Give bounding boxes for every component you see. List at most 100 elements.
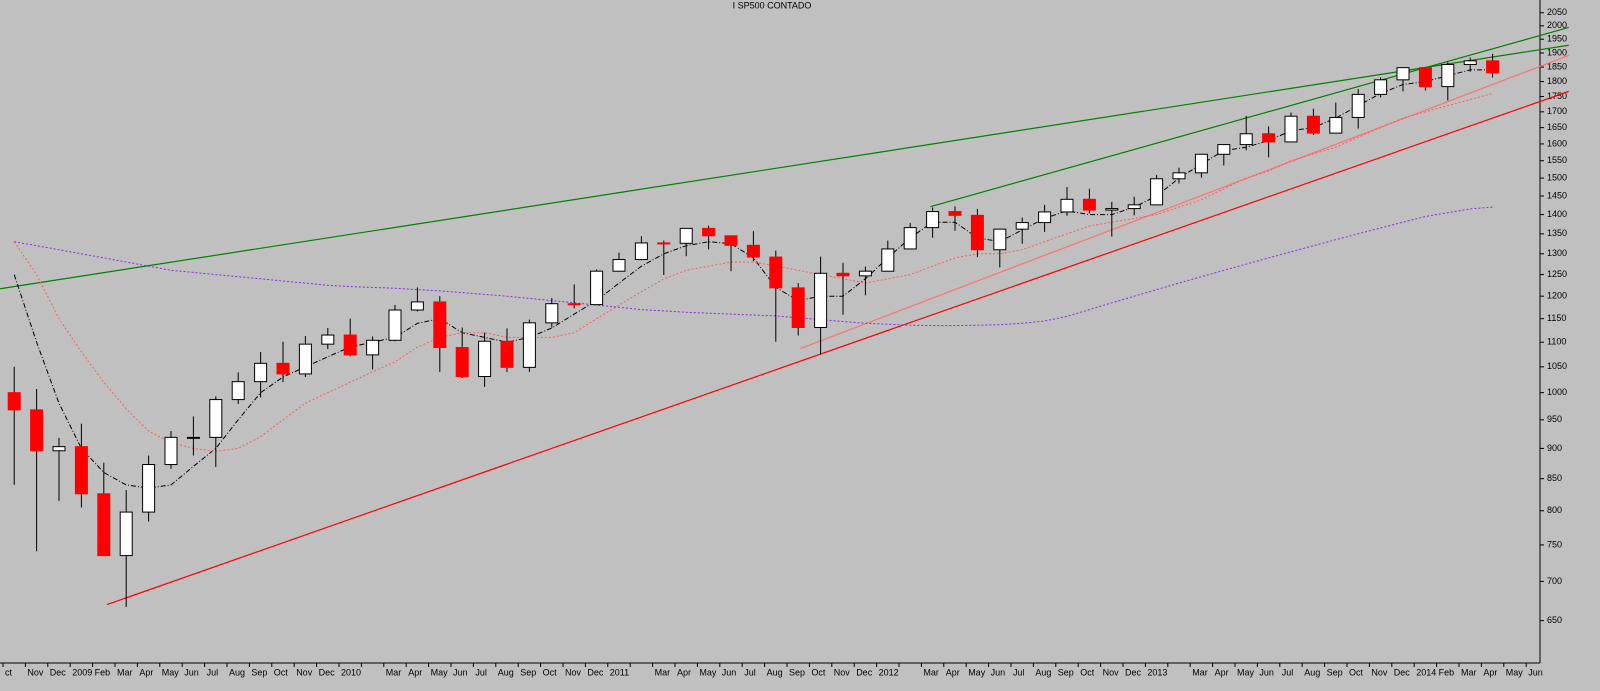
candle-body [164, 436, 178, 466]
y-tick-label: 1900 [1547, 47, 1567, 57]
candle-body [52, 446, 66, 452]
x-tick-label: Mar [1192, 667, 1208, 677]
candle-body [500, 340, 514, 368]
trendline [0, 44, 1569, 290]
x-tick-label: Jun [453, 667, 468, 677]
x-tick-label: Aug [1035, 667, 1051, 677]
y-tick-label: 750 [1547, 539, 1562, 549]
x-tick-label: Apr [1483, 667, 1497, 677]
y-tick-label: 1650 [1547, 122, 1567, 132]
candle-body [679, 227, 693, 244]
x-tick-label: Nov [565, 667, 582, 677]
y-tick-label: 1850 [1547, 61, 1567, 71]
candle-body [903, 227, 917, 250]
candle-body [142, 464, 156, 513]
candle-body [30, 409, 44, 452]
candle-body [1150, 178, 1164, 206]
y-tick-label: 1300 [1547, 248, 1567, 258]
x-tick-label: May [968, 667, 986, 677]
y-tick-label: 1950 [1547, 34, 1567, 44]
candle-body [1194, 153, 1208, 174]
candle-body [948, 211, 962, 216]
x-tick-label: Apr [408, 667, 422, 677]
chart-title: I SP500 CONTADO [733, 0, 812, 10]
x-tick-label: May [699, 667, 717, 677]
candle-body [1217, 144, 1231, 155]
y-tick-label: 1450 [1547, 190, 1567, 200]
trendline [106, 90, 1569, 606]
candle-body [634, 242, 648, 261]
candle-body [343, 334, 357, 356]
x-tick-label: Jun [991, 667, 1006, 677]
candle-body [791, 287, 805, 329]
trendline [930, 26, 1569, 208]
x-tick-label: Sep [1327, 667, 1343, 677]
x-tick-label: 2010 [341, 667, 361, 677]
x-tick-label: Apr [1215, 667, 1229, 677]
moving-average [13, 69, 1493, 489]
candle-body [97, 493, 111, 557]
candle-body [1038, 211, 1052, 224]
x-tick-label: Nov [296, 667, 313, 677]
candle-body [1060, 198, 1074, 213]
x-tick-label: Nov [834, 667, 851, 677]
candle-body [74, 446, 88, 495]
x-tick-label: ct [5, 667, 13, 677]
candle-body [1329, 116, 1343, 134]
x-tick-label: May [431, 667, 449, 677]
candle-body [433, 301, 447, 349]
candle-body [366, 339, 380, 356]
x-tick-label: 2011 [610, 667, 629, 677]
y-tick-label: 1350 [1547, 228, 1567, 238]
candle-body [186, 436, 200, 439]
x-tick-label: Jul [1013, 667, 1025, 677]
candle-body [1105, 208, 1119, 211]
candle-body [298, 343, 312, 375]
y-tick-label: 1100 [1547, 337, 1566, 347]
y-tick-label: 1150 [1547, 313, 1566, 323]
candle-body [388, 309, 402, 341]
x-tick-label: Sep [251, 667, 267, 677]
y-tick-label: 1500 [1547, 172, 1567, 182]
y-tick-label: 1250 [1547, 269, 1567, 279]
candle-body [881, 248, 895, 272]
y-tick-label: 1700 [1547, 106, 1567, 116]
x-tick-label: 2009 [72, 667, 92, 677]
y-tick-label: 850 [1547, 473, 1562, 483]
y-tick-label: 1550 [1547, 155, 1567, 165]
x-tick-label: Mar [923, 667, 939, 677]
candle-body [1015, 222, 1029, 230]
y-tick-label: 1600 [1547, 138, 1567, 148]
y-tick-label: 900 [1547, 443, 1562, 453]
candle-body [567, 303, 581, 306]
candle-body [926, 211, 940, 229]
candle-body [970, 214, 984, 251]
x-tick-label: Oct [811, 667, 826, 677]
x-tick-label: May [1506, 667, 1524, 677]
y-tick-label: 2050 [1547, 7, 1567, 17]
x-tick-label: Aug [498, 667, 514, 677]
x-tick-label: Mar [1461, 667, 1477, 677]
candle-body [1418, 67, 1432, 88]
x-tick-label: Oct [274, 667, 289, 677]
candle-body [814, 272, 828, 329]
candle-body [1441, 64, 1455, 88]
trendline [800, 54, 1569, 350]
candle-body [1396, 67, 1410, 81]
candle-body [1463, 60, 1477, 66]
x-tick-label: Dec [319, 667, 336, 677]
y-tick-label: 700 [1547, 576, 1562, 586]
x-tick-label: Jun [184, 667, 199, 677]
candle-body [276, 362, 290, 375]
y-tick-label: 1050 [1547, 361, 1567, 371]
candle-body [1262, 133, 1276, 143]
candle-body [119, 511, 133, 557]
y-tick-label: 1200 [1547, 291, 1567, 301]
candle-body [1374, 79, 1388, 95]
x-tick-label: 2013 [1147, 667, 1167, 677]
x-tick-label: Sep [520, 667, 536, 677]
candle-body [836, 272, 850, 277]
x-tick-label: Mar [117, 667, 133, 677]
candle-body [590, 270, 604, 306]
